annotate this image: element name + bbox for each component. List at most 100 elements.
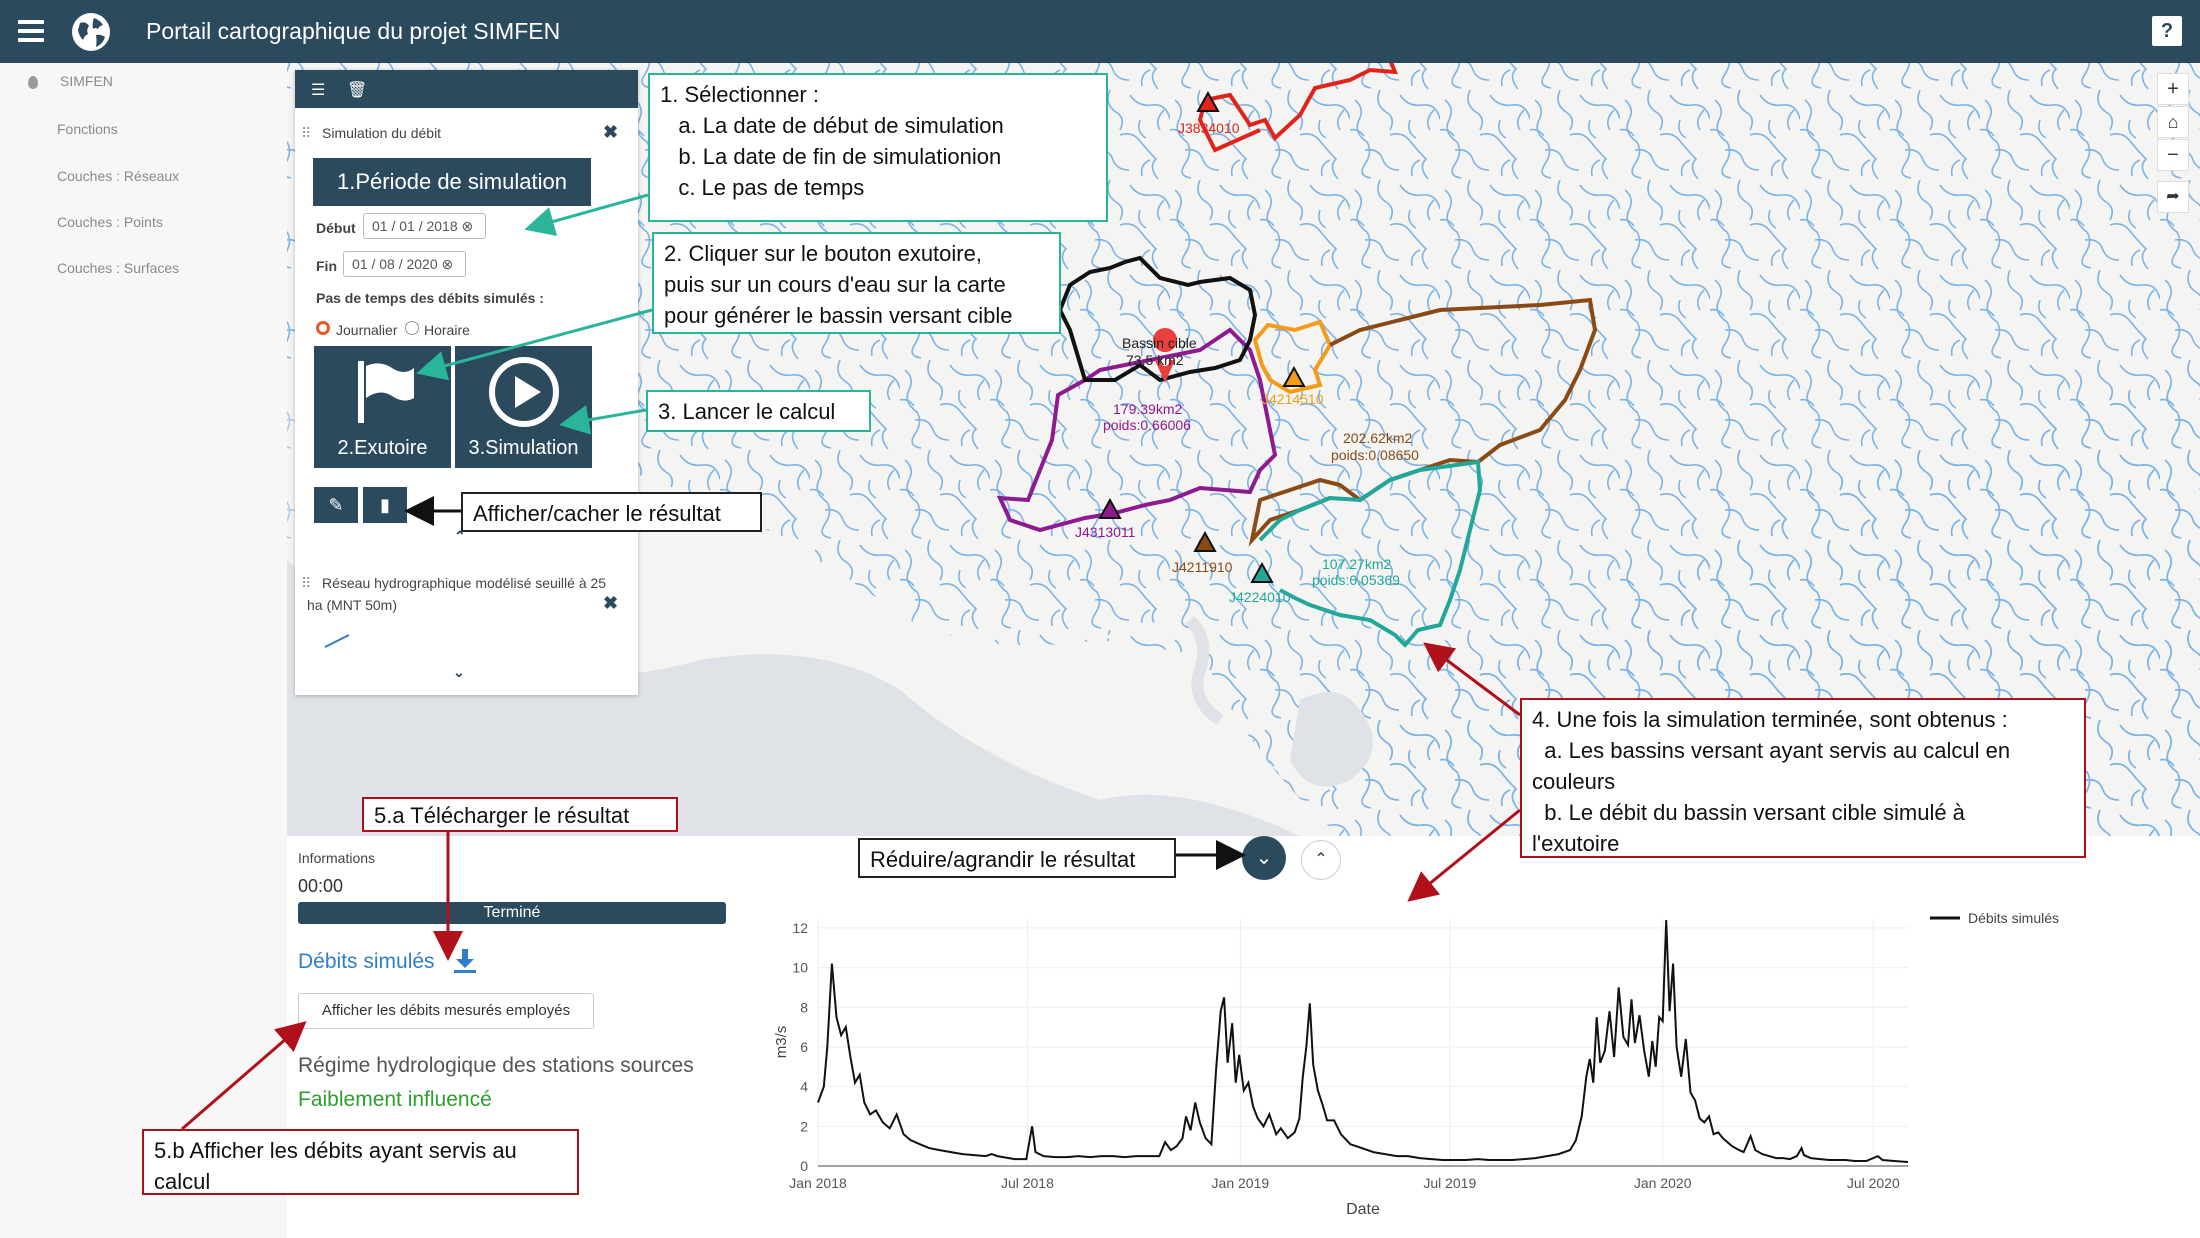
simulation-panel: ☰ 🗑 ⠿ Simulation du débit ✖ 1.Période de… — [295, 70, 638, 695]
x-tick-label: Jul 2020 — [1847, 1175, 1900, 1191]
help-button[interactable]: ? — [2152, 16, 2182, 46]
y-tick-label: 12 — [792, 920, 808, 936]
y-tick-label: 2 — [800, 1118, 808, 1134]
outlet-button-label: 2.Exutoire — [337, 437, 428, 459]
info-label: Informations — [298, 850, 376, 866]
expand-results-button[interactable]: ⌃ — [1301, 840, 1341, 880]
time-value: 00:00 — [298, 876, 344, 896]
radio-daily-label: Journalier — [336, 322, 398, 338]
y-axis-title: m3/s — [773, 1026, 790, 1059]
callout-4-line-4: b. Le débit du bassin versant cible simu… — [1532, 800, 1965, 825]
results-panel: Informations 00:00 Terminé Débits simulé… — [287, 836, 2200, 1238]
callout-1-line-4: c. Le pas de temps — [660, 175, 865, 200]
play-icon — [488, 357, 559, 427]
callout-1-line-2: a. La date de début de simulation — [660, 113, 1004, 138]
zoom-in-button[interactable]: + — [2157, 73, 2189, 105]
x-tick-label: Jan 2020 — [1634, 1175, 1692, 1191]
x-tick-label: Jul 2019 — [1423, 1175, 1476, 1191]
panel-toolbar: ☰ 🗑 — [295, 70, 638, 108]
callout-reduce-line-1: Réduire/agrandir le résultat — [870, 847, 1136, 872]
regime-label: Régime hydrologique des stations sources — [298, 1054, 694, 1077]
purple-basin-weight: poids:0.66006 — [1103, 417, 1191, 433]
legend-label: Débits simulés — [1968, 910, 2059, 926]
station-J4224010[interactable] — [1250, 561, 1274, 583]
start-label: Début — [316, 220, 356, 236]
y-tick-label: 8 — [800, 999, 808, 1015]
sidebar-item-surfaces[interactable]: Couches : Surfaces — [57, 260, 180, 276]
regime-value: Faiblement influencé — [298, 1088, 492, 1111]
download-link[interactable]: Débits simulés — [298, 950, 435, 973]
station-J4313011[interactable] — [1098, 497, 1122, 519]
y-tick-label: 0 — [800, 1158, 808, 1174]
sidebar-head-label: SIMFEN — [60, 73, 113, 89]
simulation-button[interactable]: 3.Simulation — [455, 346, 592, 468]
y-tick-label: 4 — [800, 1079, 808, 1095]
close-layer-icon[interactable]: ✖ — [603, 593, 619, 613]
wrench-icon[interactable]: ✎ — [314, 487, 358, 523]
globe-logo-icon — [72, 13, 110, 51]
hamburger-menu-icon[interactable] — [18, 20, 44, 42]
status-bar: Terminé — [298, 902, 726, 924]
callout-5a-line-1: 5.a Télécharger le résultat — [374, 803, 630, 828]
chevron-up-icon[interactable]: ⌃ — [454, 528, 466, 544]
discharge-chart[interactable]: 0 2 4 6 8 10 12 Jan 2018 Jul 2018 Jan 2019 Jul 201… — [760, 880, 2100, 1230]
callout-1: 1. Sélectionner : a. La date de début de… — [648, 73, 1108, 222]
app-title: Portail cartographique du projet SIMFEN — [146, 18, 561, 44]
collapse-results-button[interactable]: ⌄ — [1242, 836, 1286, 880]
layer-title-2: ha (MNT 50m) — [307, 597, 397, 613]
drag-handle-icon[interactable]: ⠿ — [301, 125, 312, 141]
x-tick-label: Jan 2019 — [1212, 1175, 1270, 1191]
chevron-down-icon[interactable]: ⌄ — [453, 664, 465, 680]
home-icon[interactable]: ⌂ — [2157, 106, 2189, 138]
radio-hourly[interactable] — [405, 321, 419, 335]
app-header: Portail cartographique du projet SIMFEN … — [0, 0, 2200, 63]
show-measured-button[interactable]: Afficher les débits mesurés employés — [298, 993, 594, 1029]
download-icon[interactable] — [453, 948, 477, 974]
station-label-J4214510: J4214510 — [1262, 391, 1324, 407]
station-label-J4211910: J4211910 — [1172, 559, 1233, 575]
flag-icon — [357, 361, 414, 423]
callout-3: 3. Lancer le calcul — [646, 390, 871, 432]
bar-chart-icon[interactable]: ▮ — [363, 487, 407, 523]
zoom-out-button[interactable]: − — [2157, 139, 2189, 171]
clear-end-icon[interactable]: ⊗ — [441, 256, 454, 272]
end-date-input[interactable]: 01 / 08 / 2020 ⊗ — [343, 251, 466, 277]
start-date-input[interactable]: 01 / 01 / 2018 ⊗ — [363, 213, 486, 239]
sidebar: SIMFEN Fonctions Couches : Réseaux Couch… — [0, 63, 287, 1238]
target-marker-icon[interactable] — [1153, 328, 1178, 383]
callout-2-line-3: pour générer le bassin versant cible — [664, 303, 1013, 328]
trash-icon[interactable]: 🗑 — [347, 82, 368, 99]
callout-4-line-2: a. Les bassins versant ayant servis au c… — [1532, 738, 2011, 763]
sidebar-item-fonctions[interactable]: Fonctions — [57, 121, 118, 137]
timestep-label: Pas de temps des débits simulés : — [316, 290, 544, 306]
share-icon[interactable]: ➦ — [2157, 181, 2189, 213]
teal-basin-area: 107.27km2 — [1322, 556, 1391, 572]
close-section-icon[interactable]: ✖ — [603, 122, 619, 142]
radio-daily[interactable] — [316, 321, 330, 335]
layer-title-1: Réseau hydrographique modélisé seuillé à… — [322, 575, 607, 591]
start-date-value: 01 / 01 / 2018 — [372, 218, 458, 234]
callout-5b-line-2: calcul — [154, 1169, 211, 1194]
clear-start-icon[interactable]: ⊗ — [461, 218, 474, 234]
sidebar-head[interactable]: SIMFEN — [28, 73, 113, 89]
x-tick-label: Jan 2018 — [789, 1175, 847, 1191]
river-line-icon — [324, 634, 350, 648]
station-J4214510[interactable] — [1282, 365, 1306, 387]
callout-5b-line-1: 5.b Afficher les débits ayant servis au — [154, 1138, 517, 1163]
station-J3834010[interactable] — [1196, 90, 1220, 112]
list-icon[interactable]: ☰ — [311, 82, 326, 99]
sidebar-item-points[interactable]: Couches : Points — [57, 214, 163, 230]
station-label-J3834010: J3834010 — [1178, 120, 1240, 136]
station-J4211910[interactable] — [1193, 530, 1217, 552]
sidebar-item-reseaux[interactable]: Couches : Réseaux — [57, 168, 180, 184]
outlet-button[interactable]: 2.Exutoire — [314, 346, 451, 468]
target-basin-area: 73.5 km2 — [1126, 352, 1184, 368]
callout-4-line-3: couleurs — [1532, 769, 1616, 794]
drag-handle-icon-2[interactable]: ⠿ — [301, 575, 312, 591]
callout-5b: 5.b Afficher les débits ayant servis au … — [142, 1129, 579, 1195]
period-button[interactable]: 1.Période de simulation — [313, 158, 591, 206]
x-tick-label: Jul 2018 — [1001, 1175, 1054, 1191]
end-label: Fin — [316, 258, 337, 274]
callout-5a: 5.a Télécharger le résultat — [362, 797, 678, 832]
y-tick-label: 6 — [800, 1039, 808, 1055]
